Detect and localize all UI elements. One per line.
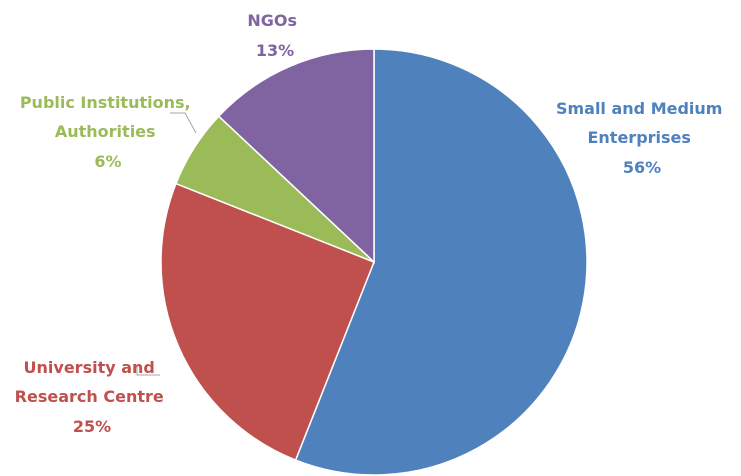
- leader-line-public-institutions-authorities: [170, 112, 197, 134]
- slice-label-small-and-medium-enterprises: Small and Medium Enterprises 56%: [556, 99, 728, 177]
- pie-slice-university-and-research-centre: [160, 182, 375, 462]
- slice-label-ngos: NGOs 13%: [247, 11, 302, 60]
- pie-slice-ngos: [217, 48, 375, 264]
- leader-lines: [136, 112, 197, 376]
- leader-line-university-and-research-centre: [136, 366, 160, 376]
- slice-label-public-institutions-authorities: Public Institutions, Authorities 6%: [20, 93, 196, 171]
- slice-label-university-and-research-centre: University and Research Centre 25%: [15, 358, 170, 436]
- pie-slice-small-and-medium-enterprises: [294, 48, 588, 476]
- pie-slices: [160, 48, 588, 476]
